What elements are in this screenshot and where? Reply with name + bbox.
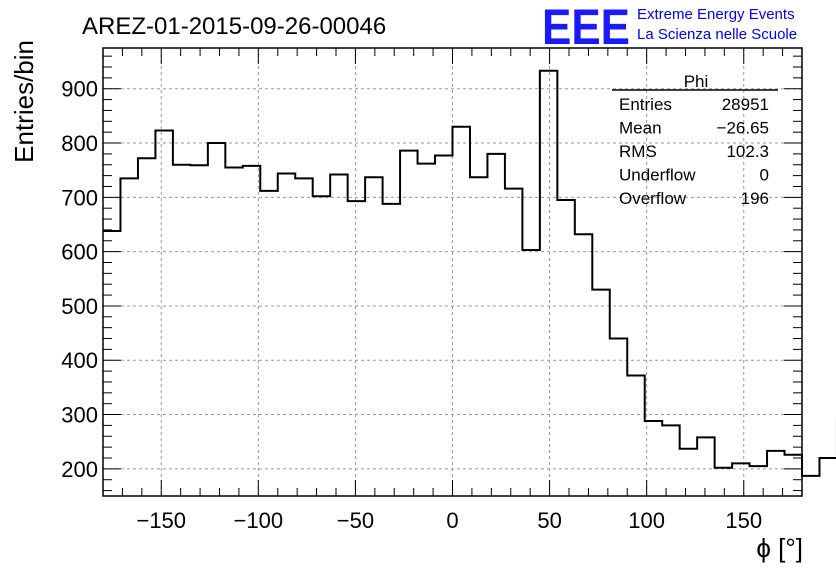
stats-box: Phi Entries 28951 Mean −26.65 RMS 102.3 Underf… (612, 72, 778, 208)
histogram-bin (243, 166, 260, 496)
y-tick-label: 400 (61, 348, 98, 373)
histogram-bin (365, 177, 382, 496)
histogram-bin (697, 437, 714, 496)
histogram-bin (540, 71, 557, 496)
stats-row-label: Mean (619, 119, 662, 138)
grid (103, 48, 802, 496)
histogram-bin (715, 468, 732, 496)
x-tick-label: −50 (337, 508, 374, 533)
histogram-bin (575, 234, 592, 496)
histogram-bin (120, 178, 137, 496)
histogram-bin (225, 167, 242, 496)
histogram-bin (155, 131, 172, 496)
histogram-bin (610, 339, 627, 496)
y-tick-label: 800 (61, 131, 98, 156)
histogram-bin (732, 463, 749, 496)
histogram-bin (383, 204, 400, 496)
x-tick-label: 50 (537, 508, 561, 533)
chart-title: AREZ-01-2015-09-26-00046 (82, 13, 386, 40)
histogram-bin (470, 177, 487, 496)
histogram-bin (400, 151, 417, 496)
stats-row-value: −26.65 (717, 119, 769, 138)
axis-ticks (102, 48, 803, 496)
histogram-bin (208, 143, 225, 496)
histogram-bin (260, 191, 277, 496)
histogram-bin (348, 201, 365, 496)
histogram-bin (645, 421, 662, 496)
stats-row-value: 196 (741, 189, 769, 208)
x-axis-title: ϕ [°] (756, 533, 803, 563)
histogram-bin (418, 164, 435, 496)
histogram-bin (103, 231, 120, 496)
histogram (103, 69, 836, 496)
histogram-bin (173, 165, 190, 496)
histogram-bin (627, 375, 644, 496)
stats-box-title: Phi (684, 72, 709, 91)
histogram-bin (767, 451, 784, 496)
x-tick-label: 0 (446, 508, 458, 533)
x-tick-label: 150 (725, 508, 762, 533)
x-tick-label: 100 (628, 508, 665, 533)
histogram-bin (750, 466, 767, 496)
x-tick-label: −150 (136, 508, 186, 533)
stats-row-label: Overflow (619, 189, 687, 208)
logo-line-1: Extreme Energy Events (637, 6, 795, 23)
y-tick-label: 200 (61, 457, 98, 482)
histogram-bin (295, 178, 312, 496)
histogram-outline (103, 69, 836, 477)
histogram-bin (138, 158, 155, 496)
y-tick-label: 900 (61, 77, 98, 102)
histogram-bin (313, 196, 330, 496)
histogram-bin (487, 154, 504, 496)
histogram-bin (592, 290, 609, 496)
stats-row-label: RMS (619, 142, 657, 161)
y-tick-label: 300 (61, 403, 98, 428)
y-tick-label: 500 (61, 294, 98, 319)
histogram-bin (505, 189, 522, 496)
y-axis-title: Entries/bin (9, 40, 39, 163)
histogram-bin (680, 449, 697, 496)
stats-row-value: 102.3 (726, 142, 769, 161)
stats-row-value: 28951 (722, 95, 769, 114)
eee-logo: EEE (542, 0, 630, 55)
histogram-bin (330, 175, 347, 496)
histogram-bin (453, 127, 470, 496)
histogram-bin (557, 200, 574, 496)
y-tick-label: 600 (61, 240, 98, 265)
histogram-bin (802, 476, 819, 496)
histogram-bin (522, 250, 539, 496)
histogram-bin (819, 458, 836, 496)
stats-rows: Entries 28951 Mean −26.65 RMS 102.3 Underflow 0… (619, 95, 769, 208)
stats-row-label: Entries (619, 95, 672, 114)
histogram-bin (435, 156, 452, 496)
x-tick-label: −100 (234, 508, 284, 533)
logo-line-2: La Scienza nelle Scuole (637, 26, 797, 43)
y-tick-label: 700 (61, 185, 98, 210)
stats-row-label: Underflow (619, 166, 696, 185)
histogram-bin (662, 425, 679, 496)
histogram-bin (190, 165, 207, 496)
histogram-bin (278, 173, 295, 496)
tick-labels: −150 −100 −50 0 50 100 150 200 300 400 500 600 700 80… (61, 77, 762, 533)
histogram-bin (785, 455, 802, 496)
stats-row-value: 0 (760, 166, 769, 185)
